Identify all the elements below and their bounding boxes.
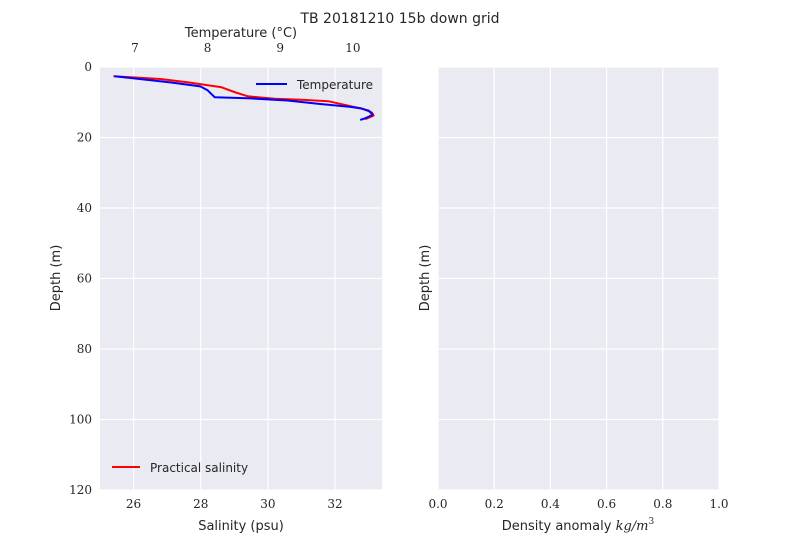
right-x-tick-label: 0.2	[485, 497, 504, 511]
left-y-tick-label: 60	[77, 272, 92, 286]
temperature-line	[114, 75, 374, 121]
right-x-tick-label: 0.0	[428, 497, 447, 511]
right-x-axis-label-unit: kg/m	[616, 519, 649, 534]
right-x-axis-label-exponent: 3	[648, 517, 654, 527]
right-x-tick-label: 0.4	[541, 497, 560, 511]
left-x-tick-label: 28	[193, 497, 208, 511]
right-x-tick-label: 1.0	[709, 497, 728, 511]
left-y-tick-label: 80	[77, 342, 92, 356]
right-x-tick-label: 0.6	[597, 497, 616, 511]
legend-salinity-label: Practical salinity	[150, 461, 248, 475]
right-x-axis-label-text: Density anomaly	[502, 519, 616, 534]
left-y-tick-label: 40	[77, 201, 92, 215]
left-top-x-tick-label: 9	[276, 41, 284, 55]
left-y-tick-label: 0	[84, 60, 92, 74]
left-y-axis-label: Depth (m)	[49, 245, 64, 312]
right-x-tick-label: 0.8	[653, 497, 672, 511]
left-x-tick-label: 26	[126, 497, 141, 511]
legend-temperature: Temperature	[256, 78, 373, 92]
legend-temperature-label: Temperature	[296, 78, 373, 92]
left-top-x-tick-label: 10	[345, 41, 360, 55]
legend-salinity: Practical salinity	[112, 461, 248, 475]
figure-title: TB 20181210 15b down grid	[299, 11, 499, 27]
left-top-x-tick-labels: 7 8 9 10	[131, 41, 361, 55]
left-y-tick-label: 120	[69, 483, 92, 497]
right-x-axis-label: Density anomaly kg/m3	[502, 517, 655, 534]
left-grid	[100, 66, 382, 491]
right-grid	[437, 66, 720, 491]
left-lines	[113, 75, 375, 121]
left-top-x-tick-label: 7	[131, 41, 139, 55]
left-y-tick-label: 20	[77, 131, 92, 145]
left-top-axis-label: Temperature (°C)	[184, 26, 297, 41]
left-x-tick-labels: 26 28 30 32	[126, 497, 343, 511]
left-y-tick-label: 100	[69, 413, 92, 427]
left-x-axis-label: Salinity (psu)	[198, 519, 284, 534]
right-y-axis-label: Depth (m)	[418, 245, 433, 312]
right-x-tick-labels: 0.0 0.2 0.4 0.6 0.8 1.0	[428, 497, 728, 511]
left-top-x-tick-label: 8	[204, 41, 212, 55]
right-panel: 0.0 0.2 0.4 0.6 0.8 1.0 Density anomaly kg/m3…	[418, 66, 729, 534]
left-x-tick-label: 30	[260, 497, 275, 511]
left-panel: 0 20 40 60 80 100 120 26 28 30 32 7 8 9 10 Salinity …	[49, 26, 382, 534]
left-y-tick-labels: 0 20 40 60 80 100 120	[69, 60, 92, 497]
left-x-tick-label: 32	[327, 497, 342, 511]
